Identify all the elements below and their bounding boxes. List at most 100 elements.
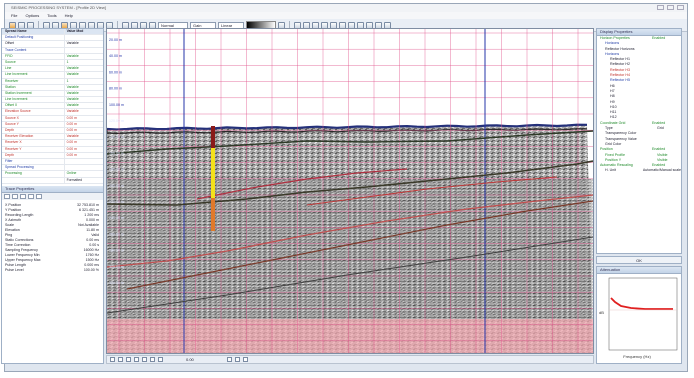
property-value[interactable]: Variable [63,109,103,115]
display-tree-item[interactable]: Type Grid [597,126,681,131]
property-value[interactable]: 1 [63,78,103,84]
property-row[interactable]: Line Variable [2,66,103,73]
display-tree-item[interactable]: H9 [597,100,681,105]
menu-tools[interactable]: Tools [47,13,57,18]
display-tree-item[interactable]: Transparency Value [597,137,681,142]
property-value[interactable]: 0.00 m [63,115,103,121]
display-tree-item[interactable]: Horizons [597,41,681,46]
property-row[interactable]: FFID Variable [2,53,103,60]
display-tree-item[interactable]: H10 [597,105,681,110]
display-tree-item[interactable]: Position Y Visible [597,158,681,163]
display-tree-item[interactable]: H12 [597,115,681,120]
property-row[interactable]: Line Increment Variable [2,97,103,104]
property-row[interactable]: Offset X Variable [2,103,103,110]
property-value[interactable]: Variable [63,134,103,140]
property-value[interactable]: Variable [63,84,103,90]
play-icon[interactable] [126,357,131,362]
property-row[interactable]: Receiver Elevation Variable [2,134,103,141]
minimize-icon[interactable] [657,5,664,10]
next-icon[interactable] [134,357,139,362]
display-tree-item[interactable]: Reflector H1 [597,57,681,62]
property-value[interactable]: Variable [63,103,103,109]
property-value[interactable]: 1 [63,59,103,66]
property-value[interactable] [63,165,103,171]
tree-item-value[interactable]: Automatic/Manual scale [642,168,681,173]
menu-options[interactable]: Options [25,13,40,18]
property-value[interactable] [63,47,103,53]
tree-item-value[interactable]: Enabled [652,147,666,152]
display-tree-item[interactable]: Reflector Horizons [597,47,681,52]
property-value[interactable]: 0.00 m [63,146,103,152]
property-row[interactable]: Source Y 0.00 m [2,121,103,128]
menu-help[interactable]: Help [64,13,73,18]
property-value[interactable]: Variable [63,72,103,78]
tree-item-value[interactable]: Enabled [652,163,666,168]
first-icon[interactable] [110,357,115,362]
layers-icon[interactable] [226,357,232,362]
seismic-canvas[interactable]: 20.00 m 40.00 m 60.00 m 80.00 m 100.00 m 120.… [107,29,593,353]
snapshot-icon[interactable] [242,357,248,362]
property-value[interactable] [63,158,103,165]
property-value[interactable]: Online [63,171,103,177]
copy-icon[interactable] [4,193,10,199]
property-value[interactable]: Formatted [63,177,103,183]
property-row[interactable]: Default Positioning [2,35,103,42]
property-value[interactable] [63,35,103,41]
tree-item-value[interactable]: Grid [657,126,664,131]
grid-toggle-icon[interactable] [234,357,240,362]
ok-button[interactable]: OK [596,256,682,264]
display-tree-item[interactable]: H7 [597,89,681,94]
display-tree-item[interactable]: Fixed Profile Visible [597,153,681,158]
display-tree-item[interactable]: H11 [597,110,681,115]
prev-icon[interactable] [118,357,123,362]
property-row[interactable]: Formatted [2,177,103,184]
display-tree-item[interactable]: Coordinate Grid Enabled [597,121,681,126]
zoom-icon[interactable] [150,357,155,362]
property-row[interactable]: Depth 0.00 m [2,128,103,135]
property-row[interactable]: Processing Online [2,171,103,178]
maximize-icon[interactable] [667,5,674,10]
property-row[interactable]: Depth 0.00 m [2,152,103,159]
property-value[interactable]: 0.00 m [63,152,103,158]
property-row[interactable]: Spread Processing [2,165,103,172]
hand-icon[interactable] [158,357,163,362]
property-value[interactable]: Variable [63,53,103,59]
property-row[interactable]: Elevation Source Variable [2,109,103,116]
list-icon[interactable] [12,193,18,199]
property-row[interactable]: Source 1 [2,59,103,67]
property-value[interactable]: 0.00 m [63,128,103,134]
property-row[interactable]: Station Increment Variable [2,90,103,98]
display-tree-item[interactable]: H6 [597,84,681,89]
property-value[interactable]: 0.00 m [63,121,103,127]
property-row[interactable]: Receiver Y 0.00 m [2,146,103,153]
tree-item-value[interactable]: Visible [657,157,668,162]
display-tree-item[interactable]: Automatic Rescaling Enabled [597,163,681,168]
display-tree-item[interactable]: Reflector H4 [597,73,681,78]
property-value[interactable]: 0.00 m [63,140,103,146]
last-icon[interactable] [142,357,147,362]
property-value[interactable]: Variable [63,90,103,97]
properties-icon[interactable] [28,193,34,199]
menu-file[interactable]: File [11,13,18,18]
display-tree-item[interactable]: H. Unit Automatic/Manual scale [597,168,681,173]
display-tree-item[interactable]: Transparency Color [597,131,681,136]
display-tree-item[interactable]: Reflector H3 [597,68,681,73]
property-row[interactable]: Receiver 1 [2,78,103,85]
property-row[interactable]: Source X 0.00 m [2,115,103,122]
property-row[interactable]: Receiver X 0.00 m [2,140,103,147]
property-value[interactable]: Variable [63,66,103,72]
display-tree-item[interactable]: Horizon Properties Enabled [597,36,681,41]
sort-icon[interactable] [20,193,26,199]
display-tree-item[interactable]: H8 [597,94,681,99]
display-tree-item[interactable]: Position Enabled [597,147,681,152]
property-row[interactable]: Station Variable [2,84,103,91]
filter-list-icon[interactable] [36,193,42,199]
property-value[interactable]: Variable [63,97,103,103]
display-tree-item[interactable]: Horizons [597,52,681,57]
display-tree-item[interactable]: Grid Color [597,142,681,147]
display-tree-item[interactable]: Reflector H2 [597,62,681,67]
property-value[interactable]: Variable [63,41,103,47]
tree-item-value[interactable]: Enabled [652,36,666,40]
seismic-profile-view[interactable]: 20.00 m 40.00 m 60.00 m 80.00 m 100.00 m 120.… [106,28,594,354]
property-row[interactable]: Line Increment Variable [2,72,103,79]
